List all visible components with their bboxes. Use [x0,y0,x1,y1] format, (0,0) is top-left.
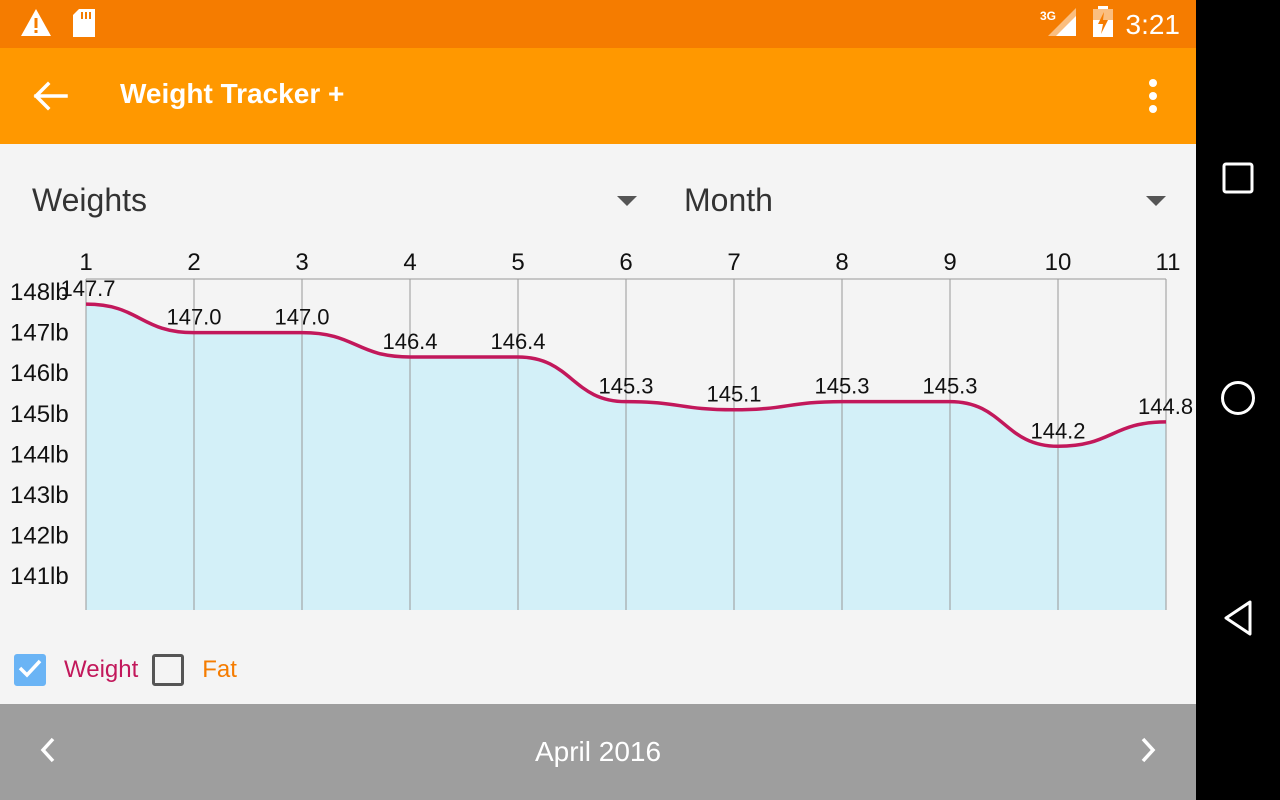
weight-checkbox[interactable] [14,654,46,686]
x-tick-label: 6 [619,249,632,276]
weight-chart: 1 2 3 4 5 6 7 8 9 10 11 148lb 147lb 146lb 145lb 144lb 14… [10,249,1193,610]
chart-legend: Weight Fat [14,654,251,686]
status-bar: 3G 3:21 [0,0,1196,48]
x-tick-label: 1 [79,249,92,276]
home-button[interactable] [1216,378,1260,422]
x-tick-label: 2 [187,249,200,276]
x-tick-label: 9 [943,249,956,276]
checkmark-icon [17,657,43,684]
x-tick-label: 8 [835,249,848,276]
recents-icon [1222,162,1254,199]
y-tick-label: 141lb [10,563,69,590]
y-tick-label: 148lb [10,279,69,306]
data-type-dropdown[interactable]: Weights [32,170,637,230]
next-month-button[interactable] [1130,734,1166,770]
data-label: 146.4 [490,329,545,354]
x-tick-label: 3 [295,249,308,276]
data-label: 144.2 [1030,418,1085,443]
current-month: April 2016 [534,736,662,767]
back-icon [1222,600,1254,641]
network-type-label: 3G [1040,9,1056,23]
warning-icon [20,8,52,43]
data-label: 147.0 [166,305,221,330]
chevron-left-icon [38,736,58,769]
fat-legend-label: Fat [202,656,237,683]
system-nav-bar [1196,0,1280,800]
page-title: Weight Tracker + [120,78,345,109]
x-tick-label: 5 [511,249,524,276]
data-label: 147.7 [60,276,115,301]
data-label: 145.1 [706,382,761,407]
back-button[interactable] [28,76,72,120]
data-label: 146.4 [382,329,437,354]
y-tick-label: 143lb [10,482,69,509]
data-type-value: Weights [32,181,148,218]
month-navigator: April 2016 [0,704,1196,800]
y-tick-label: 144lb [10,441,69,468]
x-tick-label: 7 [727,249,740,276]
data-label: 145.3 [598,374,653,399]
data-label: 145.3 [922,374,977,399]
x-tick-label: 10 [1045,249,1072,276]
previous-month-button[interactable] [30,734,66,770]
data-label: 147.0 [274,305,329,330]
period-value: Month [684,181,773,218]
y-tick-label: 145lb [10,401,69,428]
app-toolbar: Weight Tracker + [0,48,1196,144]
arrow-back-icon [32,81,68,116]
fat-checkbox[interactable] [152,654,185,686]
data-label: 144.8 [1138,394,1193,419]
dropdown-arrow-icon [617,196,637,206]
y-tick-label: 147lb [10,320,69,347]
app-screen: 3G 3:21 Weight Tracker + Weights [0,0,1196,800]
sd-card-icon [72,8,96,43]
y-tick-label: 146lb [10,360,69,387]
data-label: 145.3 [814,374,869,399]
home-icon [1220,380,1256,421]
x-tick-label: 4 [403,249,416,276]
y-tick-label: 142lb [10,523,69,550]
recents-button[interactable] [1216,158,1260,202]
more-vert-icon [1148,78,1158,118]
battery-charging-icon [1092,6,1114,43]
weight-legend-label: Weight [64,656,139,683]
signal-icon: 3G [1040,6,1080,43]
system-back-button[interactable] [1216,598,1260,642]
overflow-menu-button[interactable] [1136,76,1170,120]
chevron-right-icon [1138,736,1158,769]
period-dropdown[interactable]: Month [684,170,1166,230]
weight-series-line [85,302,1167,449]
status-time: 3:21 [1125,8,1181,40]
x-tick-label: 11 [1156,249,1181,276]
dropdown-arrow-icon [1146,196,1166,206]
